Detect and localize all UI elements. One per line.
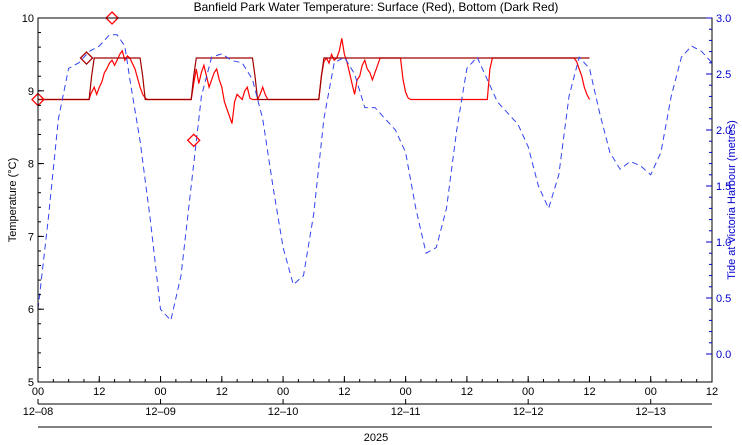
y-left-tick-label: 8 <box>28 159 34 171</box>
series-bottom-line <box>38 57 590 101</box>
y-right-tick-label: 0.0 <box>716 349 731 361</box>
y-right-tick-label: 1.0 <box>716 237 731 249</box>
x-tick-label: 00 <box>277 386 289 398</box>
x-tick-label: 12 <box>706 386 718 398</box>
x-tick-label: 12 <box>338 386 350 398</box>
date-label: 12–10 <box>268 406 299 418</box>
y-left-tick-label: 9 <box>28 86 34 98</box>
date-label: 12–11 <box>391 406 421 418</box>
y-left-tick-label: 10 <box>22 13 34 25</box>
marker-surface-diamond <box>186 133 201 148</box>
y-right-tick-label: 0.5 <box>716 293 731 305</box>
x-tick-label: 12 <box>93 386 105 398</box>
x-tick-label: 12 <box>216 386 228 398</box>
x-tick-label: 12 <box>583 386 595 398</box>
x-tick-label: 12 <box>461 386 473 398</box>
y-right-tick-label: 2.0 <box>716 125 731 137</box>
date-label: 12–09 <box>145 406 176 418</box>
y-right-tick-label: 2.5 <box>716 69 731 81</box>
x-tick-label: 00 <box>645 386 657 398</box>
marker-bottom-diamond <box>79 51 94 65</box>
date-label: 12–12 <box>513 406 544 418</box>
x-tick-label: 00 <box>154 386 166 398</box>
y-left-tick-label: 6 <box>28 304 34 316</box>
x-tick-label: 00 <box>400 386 412 398</box>
series-surface-line <box>38 38 591 124</box>
axes: 5 6 7 8 9 10 0.0 0.5 1.0 1.5 2.0 2.5 3.0 00 12 00 12 00 12… <box>22 13 731 428</box>
chart-title: Banfield Park Water Temperature: Surface… <box>194 0 559 14</box>
y-axis-left-label: Temperature (°C) <box>7 158 19 242</box>
y-right-tick-label: 3.0 <box>716 13 731 25</box>
series-tide-line <box>37 34 713 322</box>
x-tick-label: 00 <box>522 386 534 398</box>
y-right-tick-label: 1.5 <box>716 181 731 193</box>
y-axis-right-label: Tide at Victoria Harbour (metres) <box>726 120 738 280</box>
year-label: 2025 <box>364 432 388 444</box>
y-left-tick-label: 5 <box>28 377 34 389</box>
date-label: 12–13 <box>635 406 666 418</box>
x-tick-label: 00 <box>32 386 44 398</box>
plot-area <box>31 11 713 322</box>
marker-surface-diamond <box>105 11 119 25</box>
date-label: 12–08 <box>23 406 54 418</box>
y-left-tick-label: 7 <box>28 231 34 243</box>
